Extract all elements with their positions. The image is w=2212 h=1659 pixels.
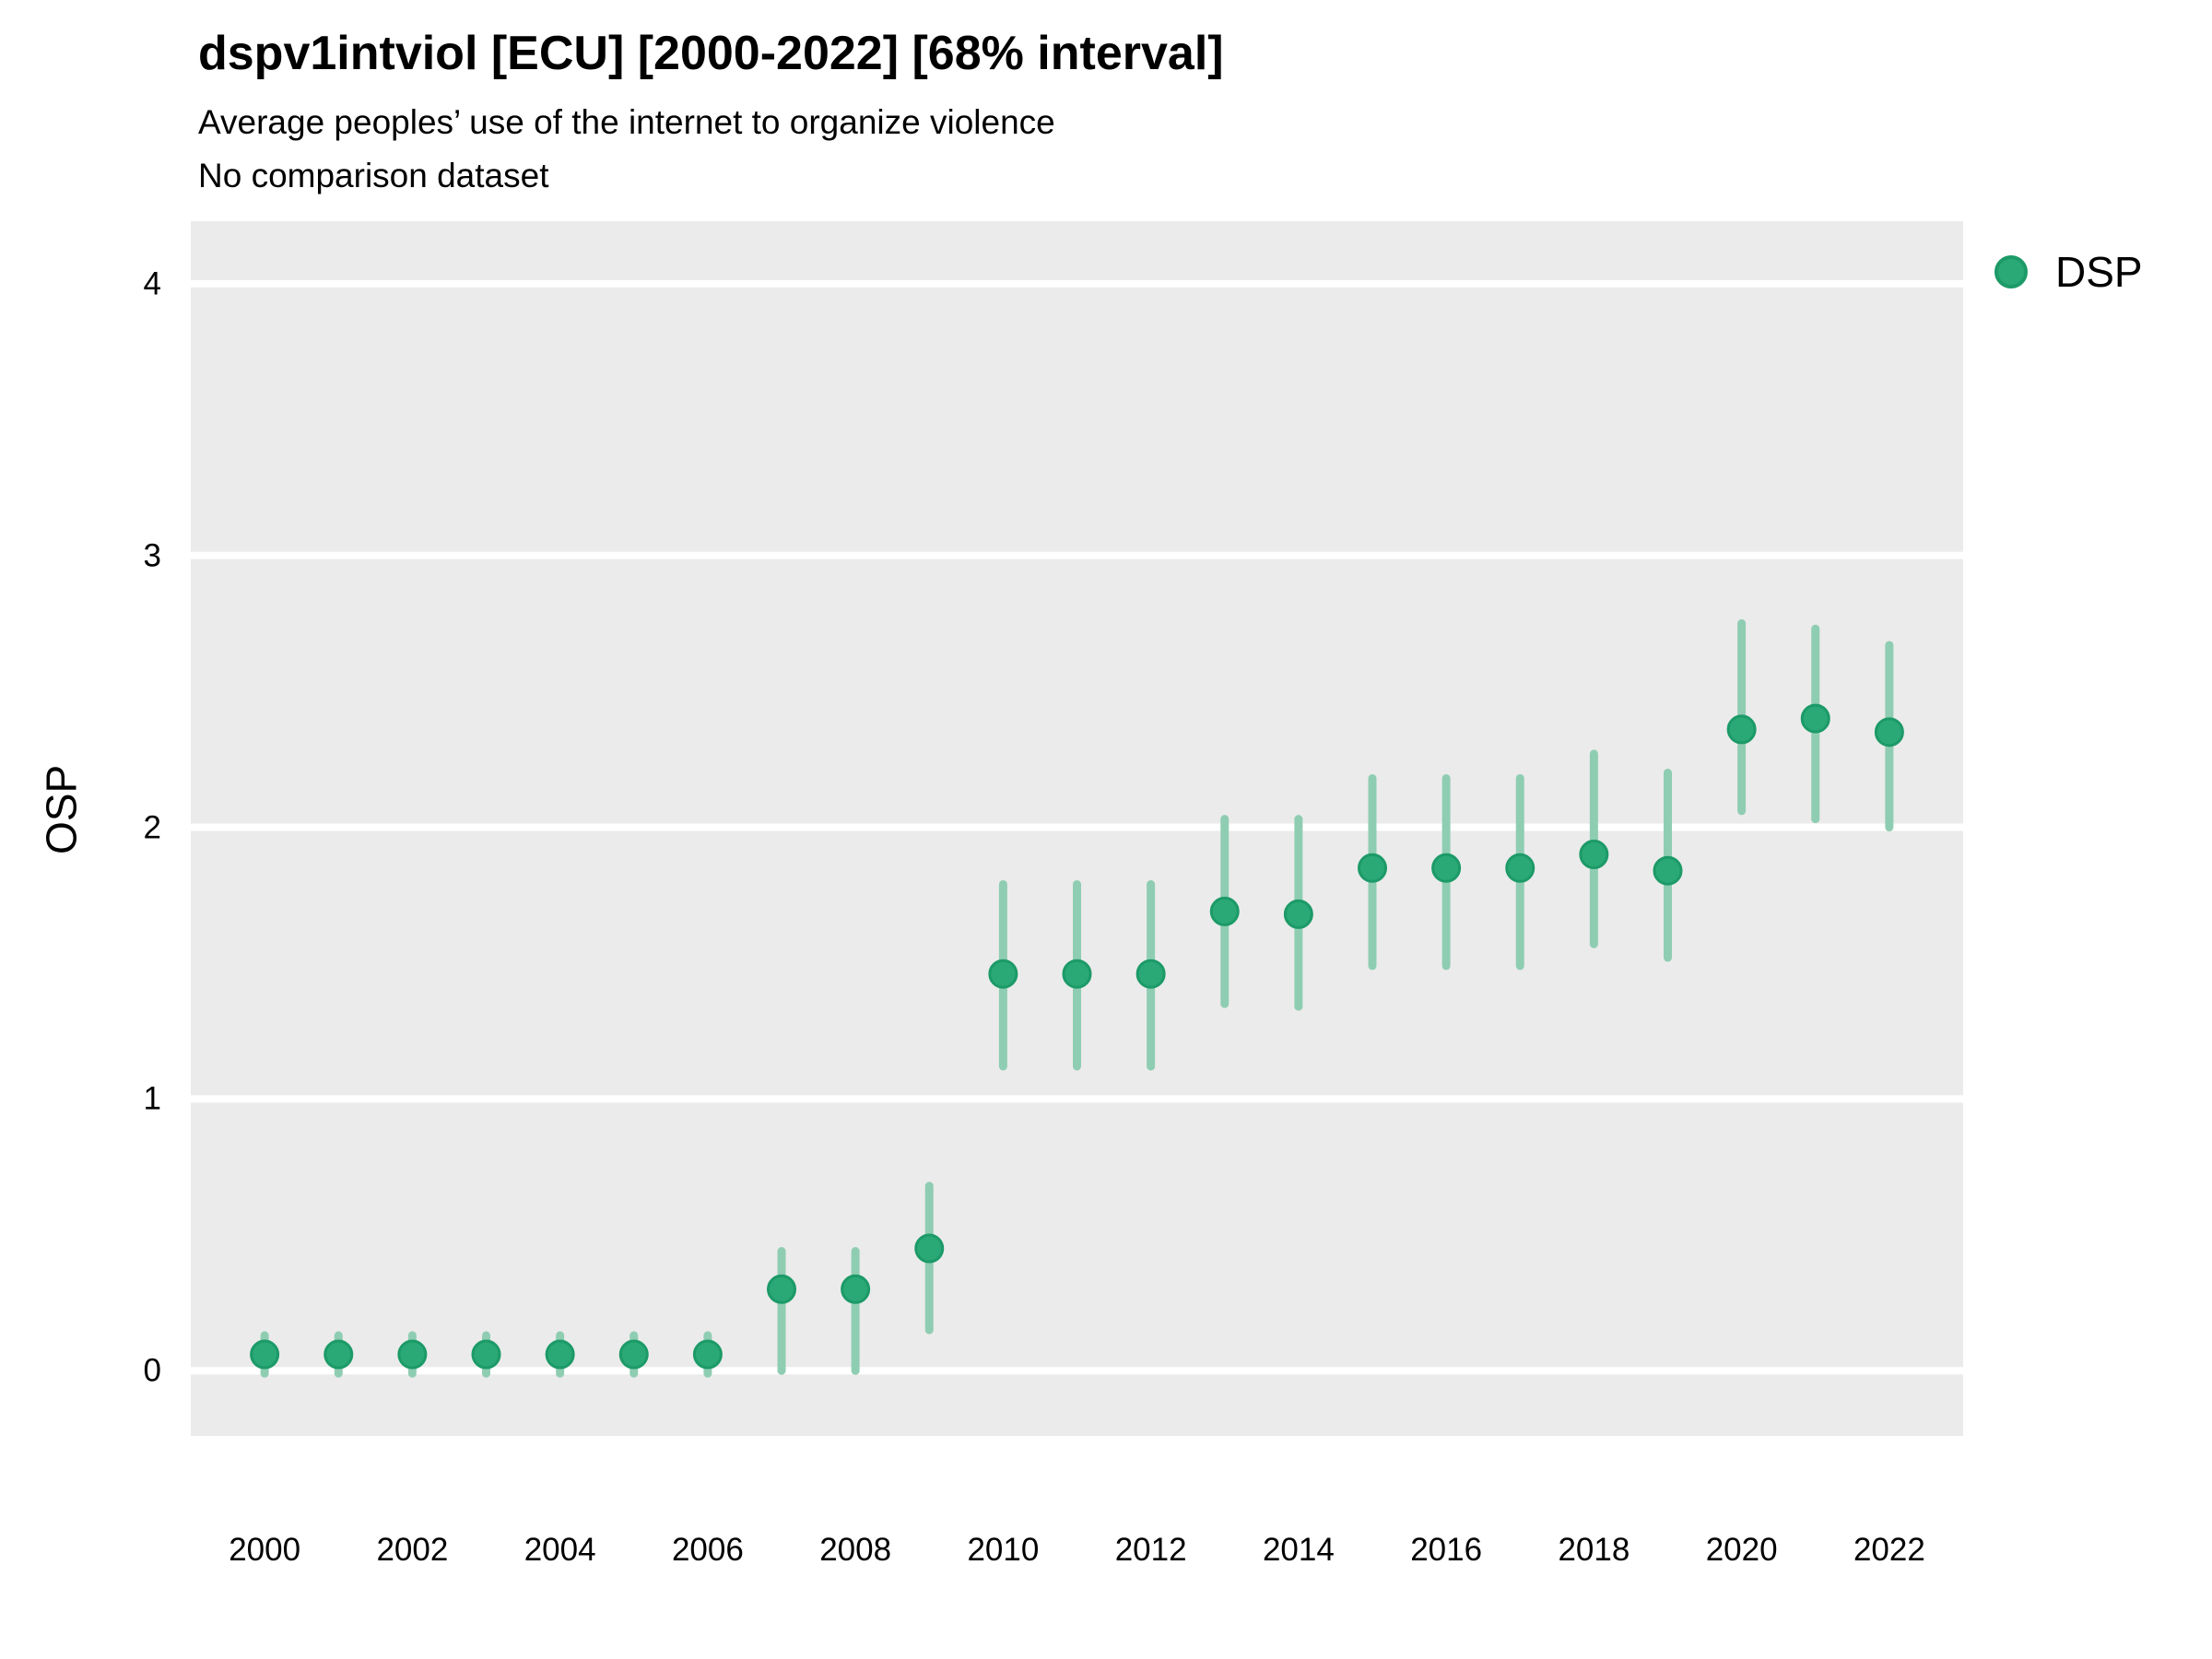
- legend: DSP: [1991, 247, 2143, 297]
- data-point-2021: [1800, 703, 1830, 734]
- plot-panel: [191, 221, 1963, 1436]
- chart-note: No comparison dataset: [198, 157, 549, 194]
- x-tick-label-2000: 2000: [229, 1532, 301, 1568]
- data-point-2018: [1579, 840, 1609, 870]
- data-point-2004: [545, 1339, 575, 1370]
- data-point-2015: [1358, 853, 1387, 883]
- x-tick-label-2014: 2014: [1262, 1532, 1335, 1568]
- data-point-2001: [324, 1339, 354, 1370]
- y-tick-label-3: 3: [143, 537, 161, 574]
- x-tick-label-2016: 2016: [1410, 1532, 1483, 1568]
- data-point-2005: [618, 1339, 649, 1370]
- gridline-y-4: [191, 279, 1963, 288]
- x-tick-label-2020: 2020: [1705, 1532, 1778, 1568]
- x-tick-label-2012: 2012: [1114, 1532, 1187, 1568]
- x-tick-label-2010: 2010: [967, 1532, 1040, 1568]
- data-point-2009: [914, 1233, 945, 1264]
- gridline-y-2: [191, 823, 1963, 831]
- legend-label: DSP: [2055, 248, 2143, 296]
- gridline-y-0: [191, 1367, 1963, 1375]
- x-tick-label-2004: 2004: [524, 1532, 596, 1568]
- data-point-2010: [988, 959, 1018, 989]
- data-point-2014: [1283, 899, 1313, 929]
- x-tick-label-2002: 2002: [376, 1532, 449, 1568]
- legend-point-icon: [1994, 255, 2028, 288]
- x-tick-label-2008: 2008: [819, 1532, 892, 1568]
- data-point-2013: [1209, 896, 1240, 926]
- data-point-2017: [1505, 853, 1535, 883]
- data-point-2019: [1653, 855, 1683, 886]
- y-tick-label-1: 1: [143, 1080, 161, 1117]
- y-tick-label-0: 0: [143, 1352, 161, 1389]
- y-tick-label-2: 2: [143, 809, 161, 846]
- gridline-y-1: [191, 1095, 1963, 1103]
- x-tick-label-2022: 2022: [1853, 1532, 1925, 1568]
- data-point-2022: [1874, 717, 1904, 747]
- data-point-2020: [1726, 714, 1757, 745]
- chart-canvas: [191, 221, 1963, 1436]
- gridline-y-3: [191, 551, 1963, 559]
- y-tick-label-4: 4: [143, 265, 161, 302]
- data-point-2006: [692, 1339, 723, 1370]
- data-point-2007: [767, 1274, 796, 1304]
- chart-subtitle: Average peoples’ use of the internet to …: [198, 103, 1055, 141]
- data-point-2002: [397, 1339, 428, 1370]
- x-tick-label-2006: 2006: [671, 1532, 744, 1568]
- data-point-2008: [841, 1274, 871, 1304]
- data-point-2000: [250, 1339, 280, 1370]
- data-point-2016: [1431, 853, 1462, 883]
- x-tick-label-2018: 2018: [1558, 1532, 1630, 1568]
- chart-title: dspv1intviol [ECU] [2000-2022] [68% inte…: [198, 27, 1224, 80]
- data-point-2012: [1135, 959, 1166, 989]
- data-point-2003: [471, 1339, 501, 1370]
- data-point-2011: [1062, 959, 1092, 989]
